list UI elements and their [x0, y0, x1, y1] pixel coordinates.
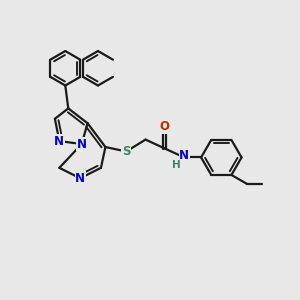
- Text: N: N: [75, 172, 85, 185]
- Text: N: N: [179, 148, 189, 162]
- Text: N: N: [76, 138, 87, 151]
- Text: O: O: [160, 120, 170, 133]
- Text: H: H: [172, 160, 181, 170]
- Text: S: S: [122, 145, 130, 158]
- Text: N: N: [54, 135, 64, 148]
